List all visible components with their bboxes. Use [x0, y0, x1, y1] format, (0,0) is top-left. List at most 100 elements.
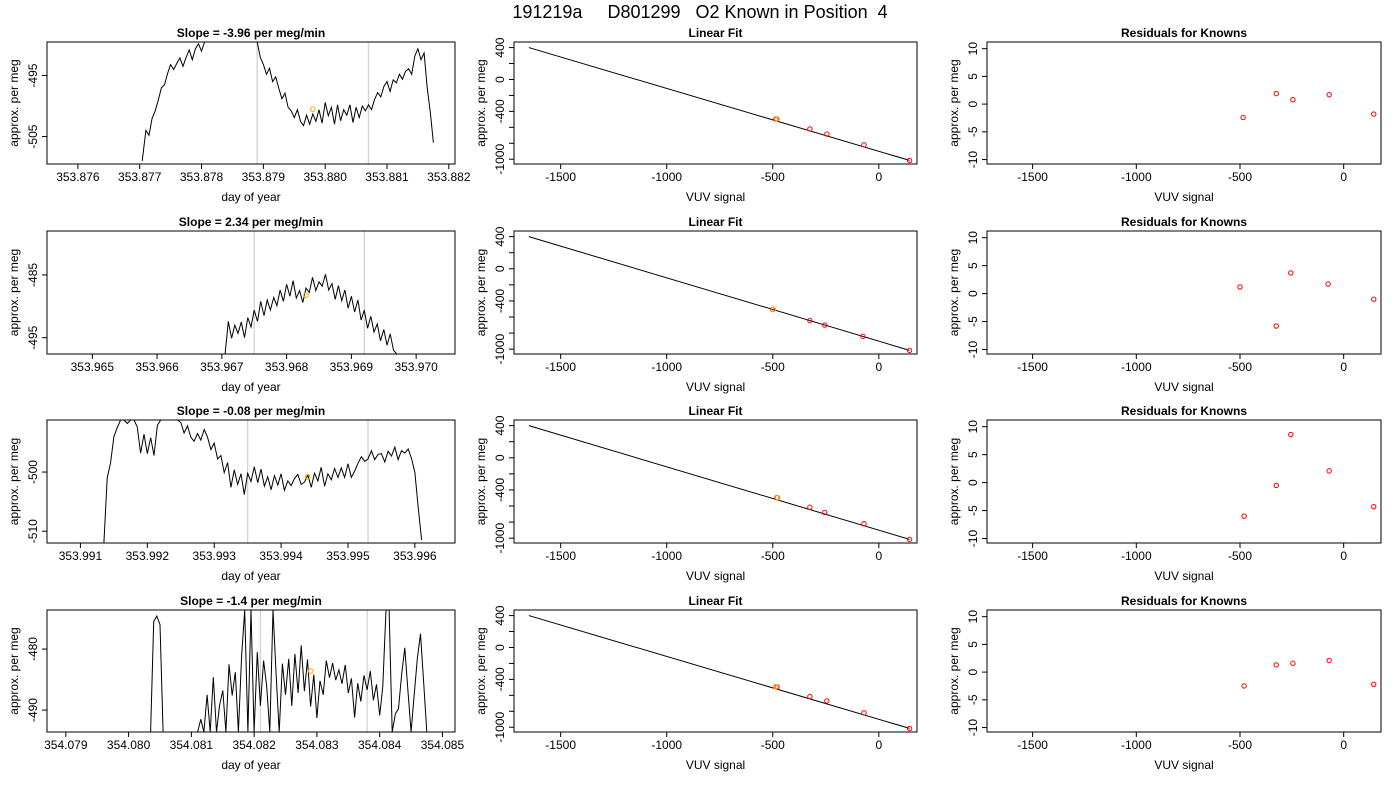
chart-trace-4-plot-area — [150, 610, 430, 732]
chart-fit-3-x-tick-label: 0 — [875, 549, 882, 563]
chart-trace-2-x-tick-label: 353.968 — [265, 360, 309, 374]
chart-residuals-4-frame — [986, 609, 1382, 733]
chart-trace-3-title: Slope = -0.08 per meg/min — [177, 404, 325, 418]
chart-trace-4: Slope = -1.4 per meg/min day of year appro… — [7, 594, 464, 772]
chart-residuals-4-title: Residuals for Knowns — [1121, 594, 1247, 608]
chart-residuals-3-x-axis-label: VUV signal — [1154, 569, 1213, 583]
chart-trace-2-x-axis-label: day of year — [221, 380, 280, 394]
chart-fit-1-frame — [513, 41, 918, 165]
chart-fit-3-known-point — [807, 504, 813, 510]
chart-fit-3-y-tick-label: -400 — [493, 478, 507, 502]
chart-residuals-4-residual-point — [1290, 660, 1296, 666]
chart-fit-4-plot-area — [528, 615, 913, 732]
chart-fit-1-known-point — [807, 126, 813, 132]
chart-residuals-1-residual-point — [1326, 91, 1332, 98]
chart-trace-2-x-tick-label: 353.967 — [200, 360, 244, 374]
chart-trace-2-y-axis-label: approx. per meg — [7, 249, 21, 336]
chart-fit-1-fit-line — [528, 47, 910, 161]
chart-residuals-4-y-tick-label: 0 — [966, 668, 980, 675]
chart-residuals-4: Residuals for Knowns VUV signal approx. pe… — [947, 594, 1382, 772]
chart-residuals-4-x-tick-label: -1000 — [1121, 738, 1152, 752]
chart-residuals-3-x-tick-label: -500 — [1228, 549, 1252, 563]
chart-residuals-1-y-tick-label: 10 — [966, 42, 980, 56]
chart-trace-4-signal-line — [150, 610, 430, 732]
chart-fit-4-known-point — [861, 710, 867, 716]
chart-trace-1-y-tick-label: -505 — [26, 124, 40, 148]
chart-residuals-1-x-tick-label: -1000 — [1121, 170, 1152, 184]
chart-fit-4-fit-line — [528, 615, 910, 729]
chart-residuals-4-y-axis-label: approx. per meg — [947, 627, 961, 714]
chart-residuals-2-y-tick-label: 0 — [966, 290, 980, 297]
chart-residuals-4-y-tick-label: 10 — [966, 610, 980, 624]
chart-trace-1-x-tick-label: 353.878 — [180, 170, 224, 184]
chart-fit-1-x-tick-label: -500 — [761, 170, 785, 184]
chart-fit-2-x-tick-label: 0 — [875, 360, 882, 374]
chart-fit-2-sample-marker — [770, 306, 777, 313]
chart-fit-2-x-axis-label: VUV signal — [686, 380, 745, 394]
chart-fit-1-x-tick-label: 0 — [875, 170, 882, 184]
chart-fit-1-known-point — [824, 131, 830, 137]
chart-residuals-4-y-tick-label: -5 — [966, 694, 980, 705]
chart-residuals-1-residual-point — [1240, 114, 1246, 121]
chart-trace-3-x-tick-label: 353.994 — [259, 549, 303, 563]
chart-fit-1-y-tick-label: -400 — [493, 99, 507, 123]
chart-trace-4-sample-marker — [307, 668, 314, 674]
chart-residuals-2-residual-point — [1371, 296, 1377, 302]
chart-fit-4-title: Linear Fit — [688, 594, 742, 608]
chart-fit-1-y-tick-label: 400 — [493, 37, 507, 57]
chart-fit-3-known-point — [861, 521, 867, 527]
chart-residuals-4-residual-point — [1326, 657, 1332, 664]
chart-residuals-2-x-tick-label: -1500 — [1017, 360, 1048, 374]
chart-residuals-3-residual-point — [1273, 482, 1279, 489]
chart-fit-3-x-axis-label: VUV signal — [686, 569, 745, 583]
chart-fit-1-title: Linear Fit — [688, 26, 742, 40]
chart-residuals-3-frame — [986, 419, 1382, 544]
chart-residuals-2-residual-point — [1273, 323, 1279, 329]
chart-fit-3-y-tick-label: 400 — [493, 415, 507, 435]
chart-fit-1-known-point — [861, 142, 867, 148]
chart-fit-2-fit-line — [528, 236, 910, 351]
chart-residuals-1-y-tick-label: 0 — [966, 100, 980, 107]
chart-residuals-1-residual-point — [1273, 90, 1279, 97]
chart-residuals-2-y-tick-label: 10 — [966, 231, 980, 245]
chart-trace-2-x-tick-label: 353.969 — [330, 360, 374, 374]
chart-fit-2-x-tick-label: -1500 — [545, 360, 576, 374]
chart-fit-2-y-tick-label: 400 — [493, 226, 507, 246]
chart-residuals-4-plot-area — [1241, 657, 1377, 689]
chart-fit-2-x-tick-label: -500 — [761, 360, 785, 374]
chart-fit-4-y-axis-label: approx. per meg — [474, 627, 488, 714]
chart-fit-1-sample-marker — [774, 116, 780, 122]
chart-trace-1-title: Slope = -3.96 per meg/min — [177, 26, 325, 40]
chart-residuals-1-title: Residuals for Knowns — [1121, 26, 1247, 40]
chart-residuals-4-y-tick-label: 5 — [966, 641, 980, 648]
chart-residuals-3-title: Residuals for Knowns — [1121, 404, 1247, 418]
chart-trace-4-x-tick-label: 354.085 — [421, 738, 465, 752]
chart-residuals-2-x-tick-label: -500 — [1228, 360, 1252, 374]
chart-trace-1-sample-marker — [310, 106, 316, 112]
chart-fit-3-title: Linear Fit — [688, 404, 742, 418]
chart-fit-2-known-point — [906, 347, 913, 354]
chart-trace-2-x-tick-label: 353.965 — [71, 360, 115, 374]
chart-trace-3-x-tick-label: 353.993 — [193, 549, 237, 563]
chart-fit-3-x-tick-label: -1000 — [651, 549, 682, 563]
chart-residuals-1-y-tick-label: 5 — [966, 73, 980, 80]
chart-residuals-1: Residuals for Knowns VUV signal approx. pe… — [947, 26, 1382, 204]
chart-residuals-2-residual-point — [1325, 281, 1331, 287]
chart-residuals-3-x-tick-label: -1000 — [1121, 549, 1152, 563]
chart-residuals-2-y-tick-label: 5 — [966, 262, 980, 269]
chart-residuals-3-y-tick-label: 5 — [966, 451, 980, 458]
chart-fit-3-x-tick-label: -500 — [761, 549, 785, 563]
chart-residuals-1-frame — [986, 41, 1382, 165]
chart-trace-2-y-tick-label: -495 — [26, 325, 40, 349]
chart-trace-1-x-tick-label: 353.879 — [242, 170, 286, 184]
chart-trace-1-x-tick-label: 353.880 — [303, 170, 347, 184]
chart-trace-3-x-axis-label: day of year — [221, 569, 280, 583]
chart-trace-1: Slope = -3.96 per meg/min day of year appr… — [7, 26, 471, 204]
chart-fit-4-y-tick-label: -1000 — [493, 712, 507, 743]
chart-residuals-4-y-tick-label: -10 — [966, 719, 980, 737]
chart-trace-3-sample-marker — [305, 473, 311, 480]
chart-residuals-3: Residuals for Knowns VUV signal approx. pe… — [947, 404, 1382, 583]
chart-fit-2-y-tick-label: -1000 — [493, 334, 507, 365]
chart-trace-4-x-tick-label: 354.082 — [232, 738, 276, 752]
